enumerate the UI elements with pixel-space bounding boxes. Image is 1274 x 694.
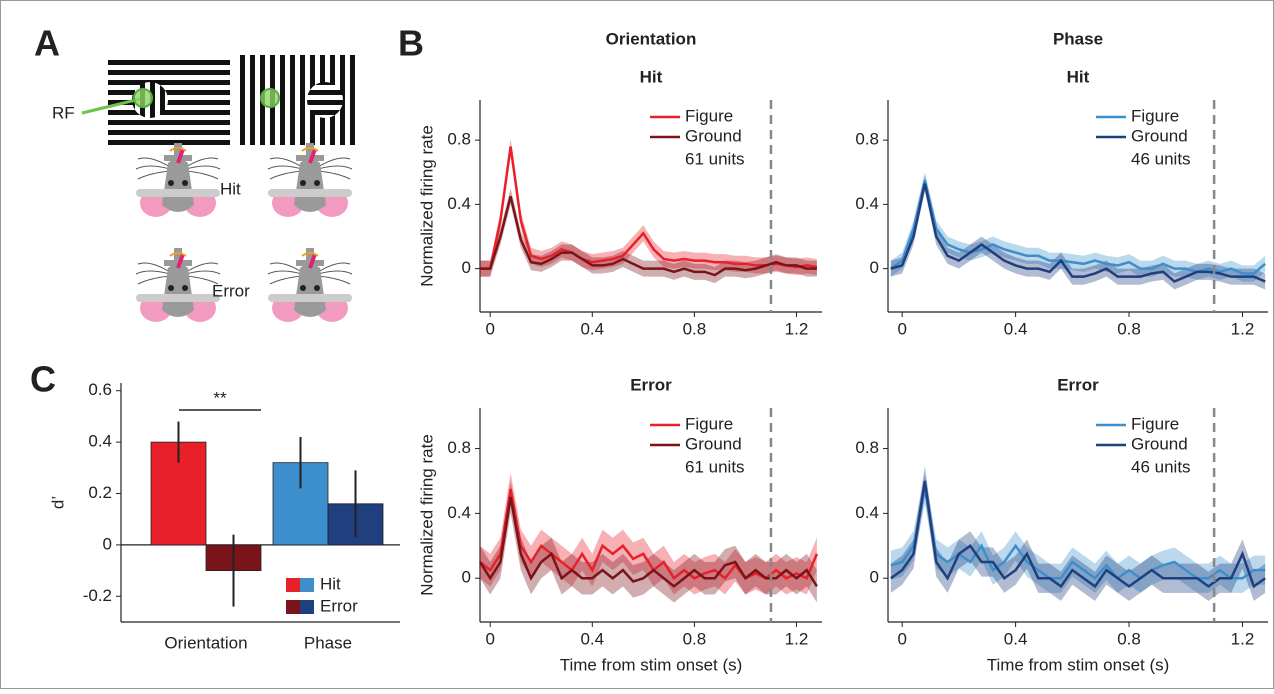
stimulus-diagram [81,55,358,324]
x-tick-label: 0.4 [580,319,604,338]
line [479,488,819,581]
x-tick-label: 0 [897,629,906,648]
y-tick-label: 0.4 [88,432,112,451]
annotation: 61 units [685,457,745,476]
error-band [480,138,817,277]
x-tick-label: 0.8 [683,319,707,338]
y-tick-label: 0.4 [855,194,879,213]
legend-label: Ground [685,126,742,145]
y-tick-label: 0 [462,258,471,277]
legend-swatch [286,578,300,592]
line [480,146,818,270]
legend-label: Ground [1131,434,1188,453]
error-label: Error [212,281,250,300]
legend-label: Figure [1131,414,1179,433]
y-tick-label: 0.4 [447,194,471,213]
legend-label: Figure [685,414,733,433]
y-axis-label: Normalized firing rate [417,125,436,287]
x-tick-label: 1.2 [785,319,809,338]
panel-label: C [30,359,56,400]
y-tick-label: 0.8 [447,130,471,149]
line [890,480,1266,589]
x-tick-label: 0.8 [1117,319,1141,338]
annotation: 61 units [685,149,745,168]
x-tick-label: 0 [897,319,906,338]
y-axis-label: d’ [48,496,67,509]
x-tick-label: 0.8 [1117,629,1141,648]
rf-label: RF [52,103,75,122]
error-band [890,466,1266,601]
error-band [890,175,1266,290]
annotation: ** [213,388,227,407]
annotation: 46 units [1131,149,1191,168]
y-tick-label: 0 [462,568,471,587]
line [478,496,818,588]
x-tick-label: 1.2 [785,629,809,648]
error-band [890,172,1266,282]
super-title: Orientation [606,29,697,48]
legend-label: Hit [320,574,341,593]
line [890,180,1266,275]
panel-label: A [34,23,60,64]
y-tick-label: 0 [103,534,112,553]
line [890,488,1266,580]
line [890,183,1266,283]
y-tick-label: 0.2 [88,483,112,502]
x-tick-label: 1.2 [1231,629,1255,648]
x-tick-label: 0.4 [1004,629,1028,648]
legend-label: Ground [685,434,742,453]
chart-title: Hit [640,67,663,86]
y-tick-label: 0 [870,568,879,587]
legend-swatch [300,600,314,614]
line [480,196,817,277]
x-axis-label: Time from stim onset (s) [560,655,743,674]
chart-title: Error [1057,375,1099,394]
annotation: 46 units [1131,457,1191,476]
x-axis-label: Time from stim onset (s) [987,655,1170,674]
x-tick-label: 0.8 [683,629,707,648]
error-band [480,188,817,284]
legend-label: Figure [685,106,733,125]
x-tick-label: 0 [485,629,494,648]
x-tick-label: Phase [304,633,352,652]
x-tick-label: 0.4 [1004,319,1028,338]
super-title: Phase [1053,29,1103,48]
y-tick-label: -0.2 [83,586,112,605]
legend-label: Figure [1131,106,1179,125]
error-band [480,480,817,603]
legend-swatch [300,578,314,592]
chart-title: Hit [1067,67,1090,86]
chart-title: Error [630,375,672,394]
x-tick-label: 1.2 [1231,319,1255,338]
y-tick-label: 0.8 [855,130,879,149]
legend-label: Error [320,596,358,615]
hit-label: Hit [220,179,241,198]
y-tick-label: 0.4 [447,503,471,522]
legend-swatch [286,600,300,614]
y-tick-label: 0.6 [88,380,112,399]
y-tick-label: 0.8 [447,438,471,457]
y-axis-label: Normalized firing rate [417,434,436,596]
panel-label: B [398,23,424,64]
y-tick-label: 0.4 [855,503,879,522]
y-tick-label: 0.8 [855,438,879,457]
x-tick-label: Orientation [164,633,247,652]
legend-label: Ground [1131,126,1188,145]
y-tick-label: 0 [870,258,879,277]
x-tick-label: 0 [485,319,494,338]
x-tick-label: 0.4 [580,629,604,648]
